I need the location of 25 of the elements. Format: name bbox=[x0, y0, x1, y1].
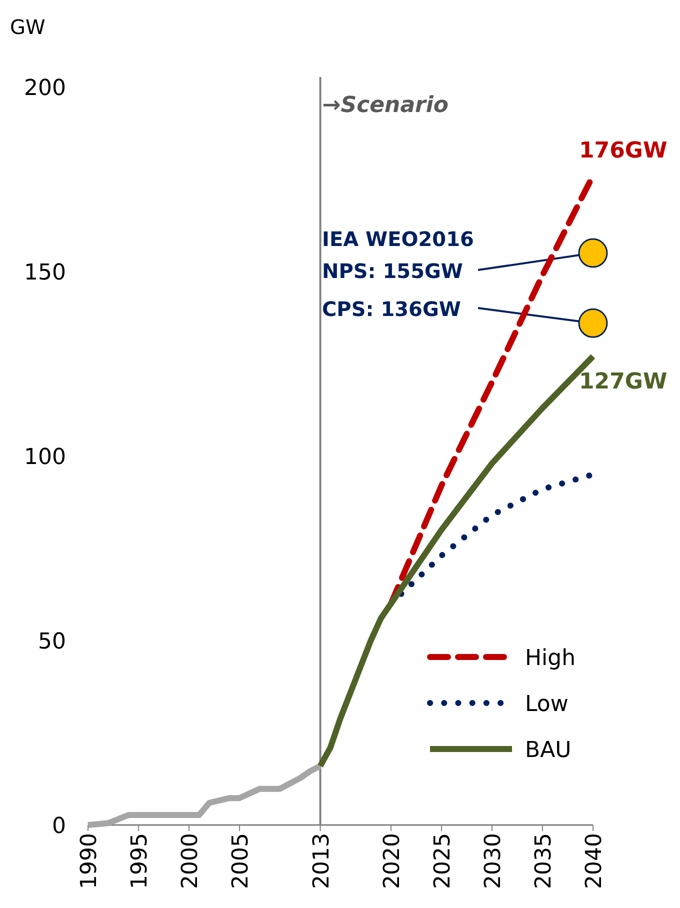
x-tick-label: 1990 bbox=[77, 833, 102, 889]
x-tick-label: 2020 bbox=[380, 833, 405, 889]
annotation: NPS: 155GW bbox=[322, 259, 463, 283]
legend-label: High bbox=[525, 646, 576, 671]
y-tick-label: 0 bbox=[52, 814, 66, 839]
legend-label: BAU bbox=[525, 738, 572, 763]
annotation: CPS: 136GW bbox=[322, 297, 461, 321]
y-axis-title: GW bbox=[10, 15, 46, 39]
x-tick-label: 2025 bbox=[430, 833, 456, 889]
legend-label: Low bbox=[525, 692, 568, 717]
ref-line-label: →Scenario bbox=[322, 93, 449, 118]
x-tick-label: 2040 bbox=[582, 833, 607, 889]
y-tick-label: 50 bbox=[38, 630, 66, 654]
data-label: 176GW bbox=[579, 138, 668, 164]
data-label: 127GW bbox=[579, 369, 668, 394]
x-tick-label: 1995 bbox=[128, 833, 152, 889]
x-tick-label: 2035 bbox=[532, 833, 556, 889]
y-tick-label: 150 bbox=[24, 260, 66, 286]
x-tick-label: 2013 bbox=[309, 833, 334, 889]
x-tick-label: 2005 bbox=[228, 833, 254, 889]
x-tick-label: 2000 bbox=[178, 833, 203, 889]
y-tick-label: 100 bbox=[24, 445, 66, 470]
annotation: IEA WEO2016 bbox=[322, 227, 474, 251]
x-tick-label: 2030 bbox=[481, 833, 506, 889]
y-tick-label: 200 bbox=[24, 76, 66, 101]
